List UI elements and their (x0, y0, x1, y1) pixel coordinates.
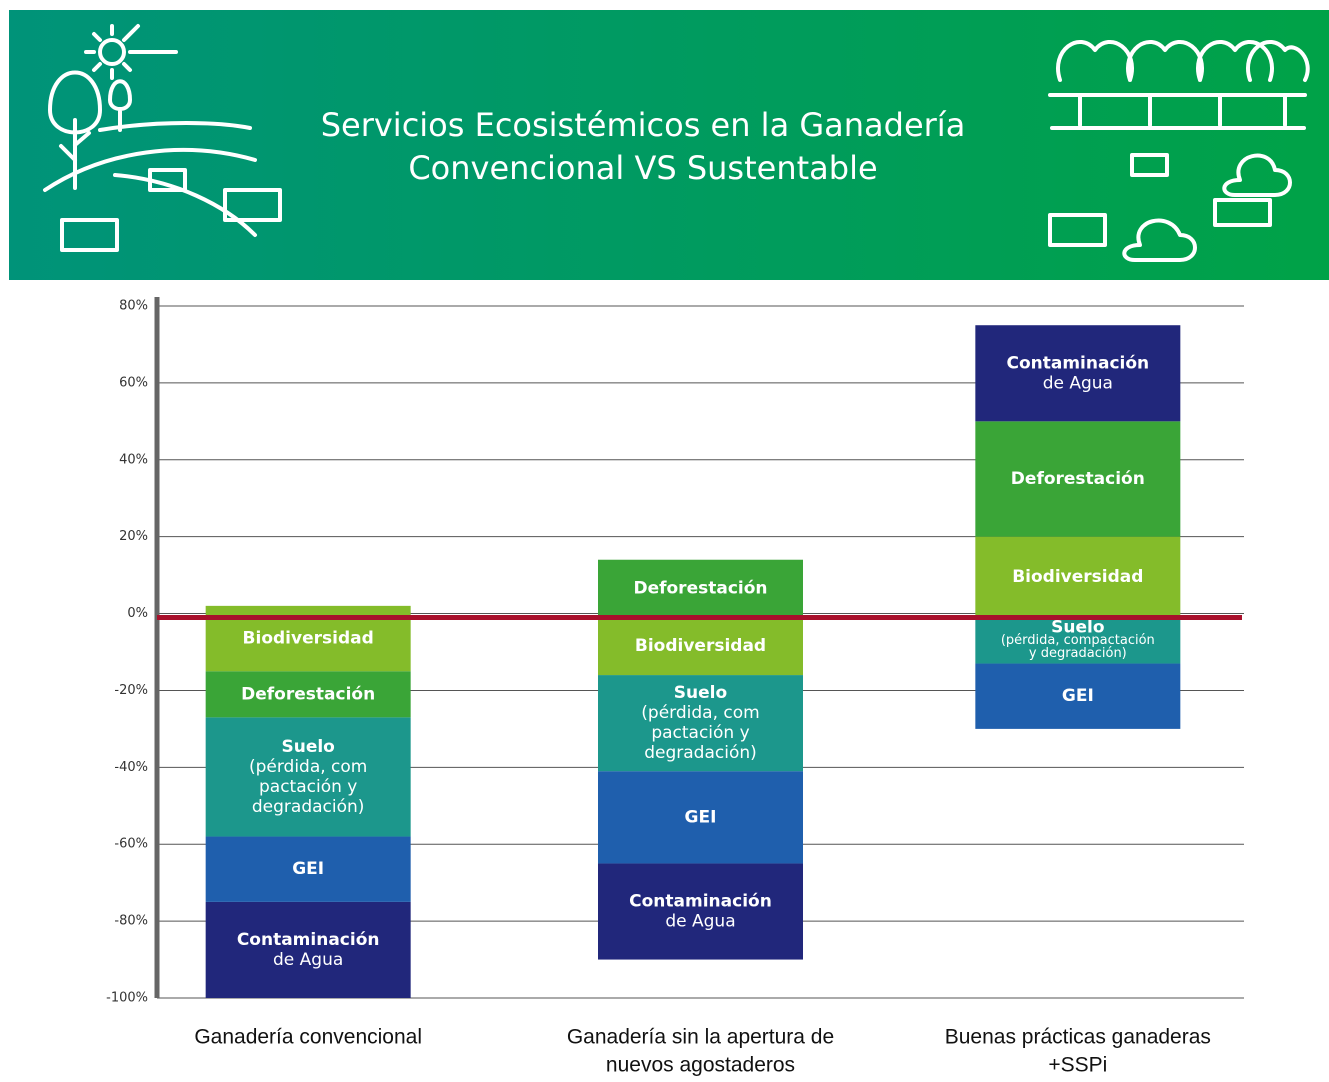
plot-area: -100% -80% -60% -40% -20% 0% 20% 40% 60% 80% Conta… (106, 297, 1244, 1077)
x-tick-label: Buenas prácticas ganaderas (945, 1026, 1211, 1049)
segment-label: (pérdida, com (249, 757, 367, 777)
segment-label: Deforestación (241, 684, 375, 704)
segment-label: GEI (1062, 686, 1094, 706)
y-tick-label: -20% (114, 683, 148, 698)
y-tick-label: 80% (119, 299, 148, 314)
segment-label: pactación y (259, 777, 357, 797)
chart-title: Servicios Ecosistémicos en la Ganadería (321, 106, 966, 144)
y-tick-label: 40% (119, 452, 148, 467)
y-tick-label: 0% (127, 606, 148, 621)
y-tick-label: -40% (114, 760, 148, 775)
segment-label: GEI (292, 859, 324, 879)
segment-label: Biodiversidad (1012, 567, 1143, 587)
segment-label: pactación y (651, 723, 749, 743)
segment-label: Deforestación (1011, 469, 1145, 489)
header-banner (9, 10, 1329, 280)
segment-label: degradación) (644, 743, 757, 763)
x-tick-label: Ganadería sin la apertura de (567, 1026, 834, 1049)
segment-label: y degradación) (1029, 646, 1127, 661)
segment-label: de Agua (1043, 373, 1113, 393)
x-tick-label: +SSPi (1048, 1054, 1107, 1077)
segment-label: Deforestación (633, 579, 767, 599)
segment-label: Biodiversidad (635, 636, 766, 656)
segment-label: degradación) (252, 797, 365, 817)
page: Servicios Ecosistémicos en la Ganadería … (0, 0, 1329, 1078)
segment-label: Biodiversidad (243, 629, 374, 649)
y-tick-label: 60% (119, 375, 148, 390)
y-tick-label: 20% (119, 529, 148, 544)
segment-label: (pérdida, com (641, 703, 759, 723)
segment-label: Contaminación (1006, 353, 1149, 373)
y-tick-label: -80% (114, 914, 148, 929)
x-tick-label: Ganadería convencional (194, 1026, 422, 1049)
segment-label: Suelo (674, 683, 727, 703)
segment-label: de Agua (273, 950, 343, 970)
segment-label: Contaminación (237, 930, 380, 950)
y-tick-label: -60% (114, 837, 148, 852)
segment-label: Suelo (281, 737, 334, 757)
segment-label: Contaminación (629, 892, 772, 912)
x-tick-label: nuevos agostaderos (606, 1054, 795, 1077)
segment-label: de Agua (665, 912, 735, 932)
segment-label: GEI (685, 807, 717, 827)
chart-title: Convencional VS Sustentable (408, 149, 877, 187)
y-tick-label: -100% (106, 991, 148, 1006)
